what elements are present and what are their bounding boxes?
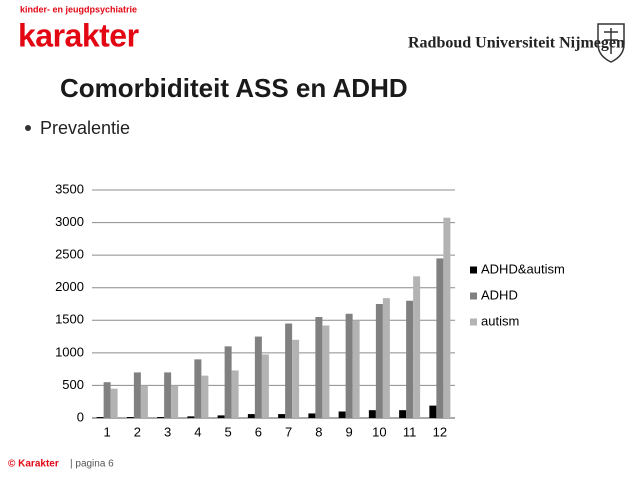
- bar: [406, 300, 414, 418]
- bar: [436, 258, 444, 418]
- bar: [201, 375, 209, 418]
- x-tick-label: 12: [433, 424, 447, 439]
- bar: [285, 323, 293, 418]
- x-tick-label: 11: [403, 424, 417, 439]
- x-tick-label: 6: [255, 424, 262, 439]
- bar: [278, 414, 286, 418]
- bar: [133, 372, 141, 418]
- bar: [103, 382, 111, 418]
- bar: [338, 411, 346, 418]
- bar: [110, 388, 118, 418]
- footer-brand: © Karakter: [8, 459, 59, 470]
- bar: [308, 413, 316, 418]
- bar: [322, 325, 330, 418]
- bar: [140, 385, 148, 418]
- x-tick-label: 7: [285, 424, 292, 439]
- bar: [315, 317, 323, 418]
- brand: karakter: [18, 17, 139, 53]
- university: Radboud Universiteit Nijmegen: [408, 35, 625, 52]
- y-tick-label: 500: [62, 377, 84, 392]
- bar: [382, 298, 390, 418]
- bar: [352, 320, 360, 418]
- bar: [247, 414, 255, 418]
- x-tick-label: 5: [225, 424, 232, 439]
- bar: [399, 410, 407, 418]
- bar: [345, 313, 353, 418]
- bar: [292, 339, 300, 418]
- legend-swatch: [470, 318, 477, 326]
- y-tick-label: 2500: [55, 247, 84, 262]
- bar: [126, 417, 134, 418]
- bar: [443, 217, 451, 418]
- bullet: [25, 125, 31, 131]
- x-tick-label: 1: [104, 424, 111, 439]
- slide-title: Comorbiditeit ASS en ADHD: [60, 73, 408, 103]
- bar: [187, 416, 195, 418]
- bar: [164, 372, 172, 418]
- legend-swatch: [470, 292, 477, 300]
- x-tick-label: 9: [346, 424, 353, 439]
- bar: [413, 276, 421, 418]
- bar: [429, 405, 437, 418]
- footer-page: | pagina 6: [70, 459, 114, 470]
- bar: [224, 346, 232, 418]
- x-tick-label: 8: [315, 424, 322, 439]
- bar: [96, 417, 104, 418]
- legend-label: ADHD&autism: [481, 261, 565, 276]
- y-tick-label: 1000: [55, 344, 84, 359]
- x-tick-label: 3: [164, 424, 171, 439]
- y-tick-label: 3000: [55, 214, 84, 229]
- crest: [597, 23, 625, 63]
- x-tick-label: 10: [372, 424, 386, 439]
- legend-label: autism: [481, 313, 519, 328]
- y-tick-label: 1500: [55, 312, 84, 327]
- bar: [254, 336, 262, 418]
- bar: [368, 410, 376, 418]
- legend-swatch: [470, 266, 477, 274]
- y-tick-label: 3500: [55, 181, 84, 196]
- y-tick-label: 0: [77, 409, 84, 424]
- y-tick-label: 2000: [55, 279, 84, 294]
- x-tick-label: 2: [134, 424, 141, 439]
- tagline: kinder- en jeugdpsychiatrie: [20, 4, 137, 14]
- bar: [375, 304, 383, 418]
- legend-label: ADHD: [481, 287, 518, 302]
- bar: [194, 359, 202, 418]
- x-tick-label: 4: [194, 424, 201, 439]
- bar: [171, 385, 179, 418]
- bar: [261, 354, 269, 418]
- bullet-text: Prevalentie: [40, 118, 130, 138]
- bar: [157, 417, 165, 418]
- bar: [231, 370, 239, 418]
- bar: [217, 415, 225, 418]
